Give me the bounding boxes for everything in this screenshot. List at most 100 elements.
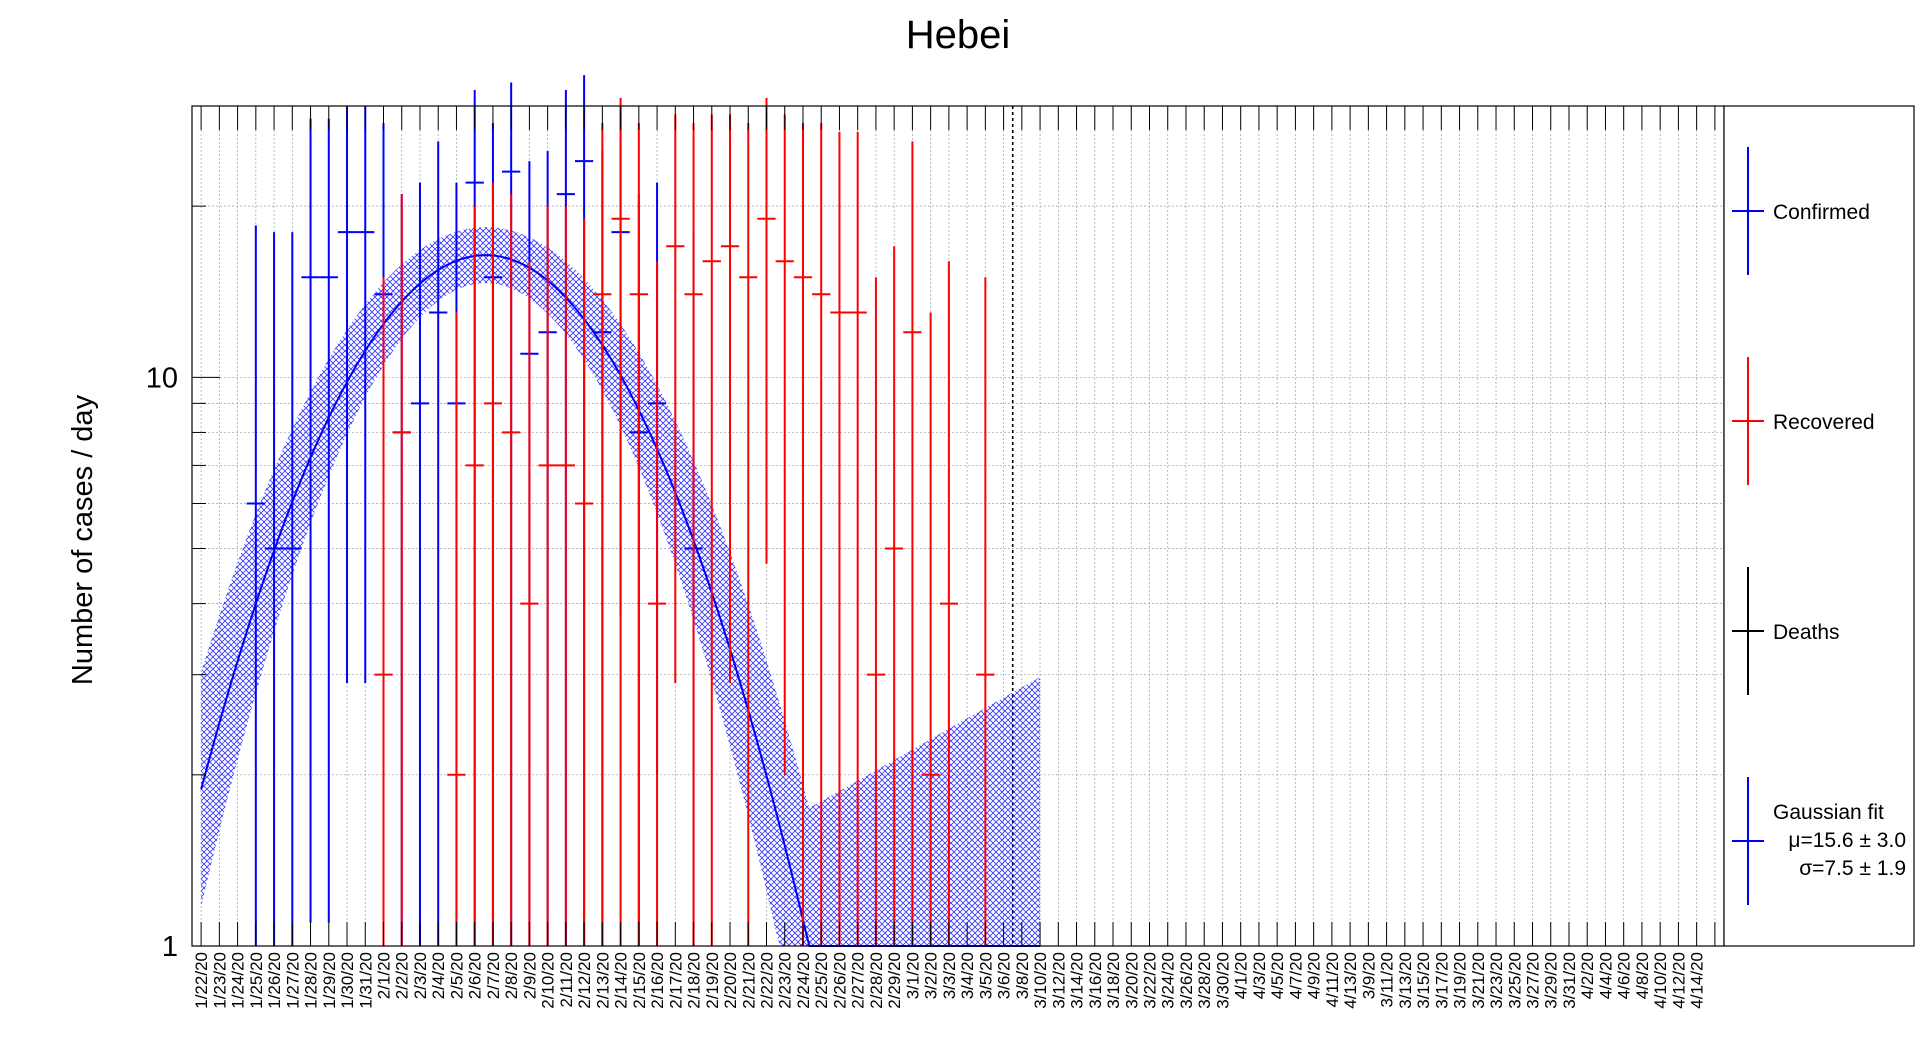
x-tick-label: 2/29/20 bbox=[885, 952, 904, 1009]
x-tick-label: 2/5/20 bbox=[447, 952, 466, 999]
x-tick-label: 2/6/20 bbox=[466, 952, 485, 999]
x-tick-label: 1/25/20 bbox=[247, 952, 266, 1009]
y-tick-label: 10 bbox=[146, 362, 178, 394]
legend-entry: Recovered bbox=[1732, 357, 1875, 485]
data-point bbox=[264, 232, 284, 946]
x-tick-label: 2/17/20 bbox=[666, 952, 685, 1009]
data-point bbox=[429, 141, 448, 946]
x-tick-label: 2/27/20 bbox=[849, 952, 868, 1009]
data-point bbox=[848, 132, 867, 946]
x-tick-label: 3/27/20 bbox=[1524, 952, 1543, 1009]
data-point bbox=[647, 261, 667, 946]
data-point bbox=[866, 277, 886, 946]
x-tick-label: 4/1/20 bbox=[1232, 952, 1251, 999]
x-tick-label: 2/13/20 bbox=[593, 952, 612, 1009]
x-tick-label: 2/12/20 bbox=[575, 952, 594, 1009]
legend-entry: Gaussian fit μ=15.6 ± 3.0 σ=7.5 ± 1.9 bbox=[1732, 777, 1906, 905]
x-tick-label: 2/9/20 bbox=[520, 952, 539, 999]
x-tick-label: 4/6/20 bbox=[1615, 952, 1634, 999]
data-point bbox=[447, 312, 466, 946]
x-tick-label: 2/2/20 bbox=[393, 952, 412, 999]
data-point bbox=[976, 277, 995, 946]
x-tick-label: 3/14/20 bbox=[1068, 952, 1087, 1009]
data-point bbox=[903, 141, 922, 946]
x-tick-label: 4/11/20 bbox=[1323, 952, 1342, 1007]
x-tick-label: 2/22/20 bbox=[758, 952, 777, 1009]
x-tick-label: 3/29/20 bbox=[1542, 952, 1561, 1009]
data-point bbox=[812, 123, 831, 946]
y-axis-label: Number of cases / day bbox=[67, 394, 99, 685]
legend-label: Gaussian fit bbox=[1773, 801, 1884, 824]
legend-box bbox=[1723, 105, 1915, 947]
data-point bbox=[702, 114, 721, 946]
x-tick-label: 4/10/20 bbox=[1651, 952, 1670, 1009]
data-point bbox=[739, 123, 758, 946]
data-point bbox=[666, 114, 685, 684]
x-tick-label: 2/1/20 bbox=[375, 952, 394, 999]
data-point bbox=[793, 123, 813, 946]
data-point bbox=[246, 225, 265, 946]
x-tick-label: 2/23/20 bbox=[776, 952, 795, 1009]
x-tick-label: 3/20/20 bbox=[1122, 952, 1141, 1009]
x-tick-label: 4/13/20 bbox=[1341, 952, 1360, 1009]
data-point bbox=[830, 132, 849, 946]
x-tick-label: 2/8/20 bbox=[502, 952, 521, 999]
data-point bbox=[629, 123, 648, 946]
x-tick-label: 3/3/20 bbox=[940, 952, 959, 999]
x-tick-label: 3/1/20 bbox=[903, 952, 922, 999]
x-tick-label: 2/19/20 bbox=[703, 952, 722, 1009]
data-point bbox=[611, 97, 630, 946]
x-tick-label: 3/22/20 bbox=[1141, 952, 1160, 1009]
data-point bbox=[502, 194, 521, 946]
x-tick-label: 1/27/20 bbox=[283, 952, 302, 1009]
legend-fit-param: σ=7.5 ± 1.9 bbox=[1799, 857, 1906, 880]
data-marks bbox=[246, 75, 995, 946]
x-tick-label: 3/16/20 bbox=[1086, 952, 1105, 1009]
x-tick-label: 4/2/20 bbox=[1578, 952, 1597, 999]
x-tick-label: 4/12/20 bbox=[1669, 952, 1688, 1009]
x-tick-label: 1/31/20 bbox=[356, 952, 375, 1009]
data-point bbox=[538, 206, 557, 946]
x-tick-label: 4/7/20 bbox=[1286, 952, 1305, 999]
data-point bbox=[319, 118, 338, 923]
data-point bbox=[356, 106, 375, 684]
data-point bbox=[720, 114, 740, 684]
x-tick-label: 4/4/20 bbox=[1596, 952, 1615, 999]
x-tick-label: 3/10/20 bbox=[1031, 952, 1050, 1009]
data-point bbox=[410, 182, 430, 946]
x-tick-label: 3/2/20 bbox=[922, 952, 941, 999]
x-tick-label: 3/13/20 bbox=[1396, 952, 1415, 1009]
x-tick-label: 3/4/20 bbox=[958, 952, 977, 999]
x-tick-label: 1/29/20 bbox=[320, 952, 339, 1009]
x-tick-label: 4/3/20 bbox=[1250, 952, 1269, 999]
x-tick-label: 4/5/20 bbox=[1268, 952, 1287, 999]
x-tick-label: 1/22/20 bbox=[192, 952, 211, 1009]
data-point bbox=[301, 118, 320, 923]
x-tick-label: 3/19/20 bbox=[1451, 952, 1470, 1009]
x-tick-label: 1/26/20 bbox=[265, 952, 284, 1009]
x-tick-label: 1/28/20 bbox=[302, 952, 321, 1009]
x-tick-label: 3/28/20 bbox=[1195, 952, 1214, 1009]
x-tick-label: 3/31/20 bbox=[1560, 952, 1579, 1009]
data-point bbox=[775, 114, 794, 775]
x-tick-label: 2/10/20 bbox=[539, 952, 558, 1009]
legend: Confirmed Recovered Deaths Gaussian fit μ=15… bbox=[1723, 105, 1915, 947]
data-point bbox=[593, 123, 612, 946]
data-point bbox=[520, 261, 539, 946]
x-tick-label: 4/8/20 bbox=[1633, 952, 1652, 999]
data-point bbox=[921, 312, 940, 946]
data-point bbox=[757, 97, 776, 564]
x-tick-label: 3/12/20 bbox=[1049, 952, 1068, 1009]
data-point bbox=[374, 277, 393, 946]
x-tick-label: 4/9/20 bbox=[1305, 952, 1324, 999]
data-point bbox=[465, 206, 484, 946]
x-tick-label: 2/20/20 bbox=[721, 952, 740, 1009]
x-tick-label: 2/7/20 bbox=[484, 952, 503, 999]
legend-entry: Deaths bbox=[1732, 567, 1840, 695]
x-tick-label: 1/24/20 bbox=[229, 952, 248, 1009]
x-tick-label: 2/25/20 bbox=[812, 952, 831, 1009]
x-tick-label: 2/11/20 bbox=[557, 952, 576, 1007]
x-tick-label: 3/11/20 bbox=[1378, 952, 1397, 1007]
x-tick-label: 2/28/20 bbox=[867, 952, 886, 1009]
